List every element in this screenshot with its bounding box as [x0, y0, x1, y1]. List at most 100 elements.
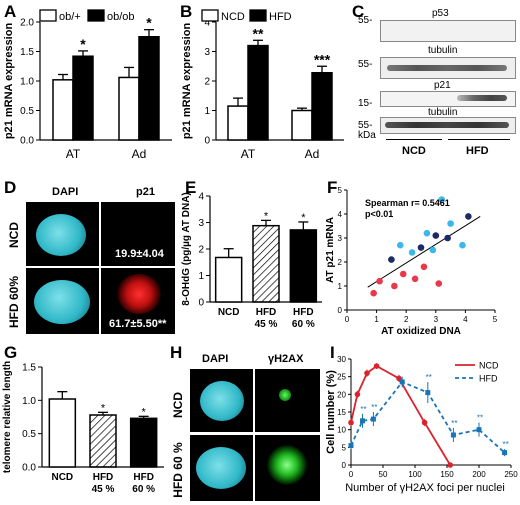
- b-legend-swatch: [201, 9, 219, 22]
- b-legend-label: HFD: [269, 11, 292, 23]
- g-category-label: HFD: [93, 472, 114, 483]
- a-significance: *: [80, 36, 86, 52]
- b-y-label: p21 mRNA expression: [181, 23, 193, 140]
- f-data-point: [411, 275, 419, 283]
- b-y-tick-label: 0: [204, 136, 210, 147]
- f-data-point: [399, 270, 407, 278]
- blot-group-ncd: NCD: [402, 145, 426, 157]
- chart-g-telomere: telomere relative length 0.0 0.5 1.0 1.5 NCD *…: [2, 361, 164, 495]
- i-marker-ncd: [373, 363, 380, 369]
- f-data-point: [370, 289, 377, 297]
- i-marker-ncd: [447, 462, 453, 468]
- i-x-label: Number of γH2AX foci per nuclei: [345, 482, 505, 494]
- i-significance: **: [360, 405, 366, 414]
- a-bar-obob-Ad: [138, 36, 160, 141]
- p21-signal-hfd: [117, 274, 161, 314]
- g-significance: *: [142, 406, 147, 418]
- i-significance: **: [502, 440, 508, 449]
- g-category-label: 60 %: [132, 484, 155, 495]
- micro-h-ncd-dapi: [190, 369, 253, 432]
- f-x-label: AT oxidized DNA: [381, 326, 461, 337]
- i-marker-hfd: [450, 432, 456, 438]
- e-y-tick-label: 2: [198, 245, 204, 256]
- b-category-label: AT: [241, 147, 256, 161]
- micro-h-row-hfd: HFD 60 %: [171, 442, 185, 498]
- i-legend-label: NCD: [479, 361, 499, 371]
- micro-d-header-p21: p21: [136, 186, 155, 198]
- f-y-tick-label: 1: [338, 282, 343, 291]
- f-data-point: [429, 246, 437, 254]
- a-significance: *: [146, 15, 152, 31]
- e-y-tick-label: 4: [198, 192, 204, 203]
- f-x-tick-label: 3: [434, 315, 439, 324]
- panel-label-c: C: [352, 2, 365, 21]
- chart-b-p21-hfd: p21 mRNA expression 0 1 2 3 4 ** AT *** Ad NCD HFD: [181, 9, 344, 161]
- g-y-tick-label: 0.5: [22, 429, 36, 440]
- nucleus-h-ncd: [200, 381, 244, 421]
- f-data-point: [444, 234, 451, 242]
- i-significance: **: [451, 419, 457, 428]
- f-annotation: Spearman r= 0.5461: [365, 198, 450, 208]
- blot-group-line-ncd: [386, 139, 442, 140]
- b-y-tick-label: 1: [204, 106, 210, 117]
- i-x-tick-label: 150: [440, 470, 454, 479]
- i-marker-hfd: [399, 379, 405, 385]
- blot-band-p21: [457, 95, 507, 101]
- panel-label-d: D: [4, 178, 17, 197]
- blot-label-tubulin-1: tubulin: [428, 45, 458, 56]
- a-category-label: Ad: [132, 147, 147, 161]
- panel-label-a: A: [4, 2, 17, 21]
- e-significance: *: [264, 210, 269, 222]
- b-significance: ***: [314, 51, 331, 67]
- i-y-tick-label: 10: [337, 426, 346, 435]
- f-data-point: [435, 280, 443, 287]
- f-data-point: [408, 249, 416, 256]
- nucleus-d-hfd: [34, 280, 90, 324]
- a-y-tick-label: 0.5: [20, 106, 34, 117]
- i-y-label: Cell number (%): [325, 370, 337, 454]
- g-y-label: telomere relative length: [2, 361, 13, 473]
- f-y-tick-label: 0: [338, 306, 343, 315]
- micro-h-header-dapi: DAPI: [202, 353, 229, 365]
- e-significance: *: [301, 212, 306, 224]
- f-regression-line: [367, 215, 481, 288]
- micro-d-row-hfd: HFD 60%: [7, 276, 21, 329]
- a-y-tick-label: 1.0: [20, 77, 34, 88]
- b-y-tick-label: 2: [204, 77, 210, 88]
- i-marker-ncd: [421, 419, 428, 426]
- a-legend-swatch: [39, 9, 57, 22]
- e-bar-2: [289, 229, 318, 303]
- i-x-tick-label: 200: [472, 470, 486, 479]
- a-category-label: AT: [66, 147, 81, 161]
- nucleus-h-hfd: [196, 447, 246, 489]
- micro-d-row-ncd: NCD: [7, 222, 21, 248]
- b-legend-swatch: [249, 9, 267, 22]
- i-y-tick-label: 25: [337, 373, 346, 382]
- b-y-tick-label: 4: [204, 18, 210, 29]
- nucleus-d-ncd: [36, 214, 86, 256]
- b-legend-label: NCD: [221, 11, 245, 23]
- f-data-point: [459, 241, 466, 249]
- e-category-label: HFD: [293, 307, 314, 318]
- i-significance: **: [371, 403, 377, 412]
- blot-label-tubulin-2: tubulin: [428, 107, 458, 118]
- f-data-point: [396, 241, 404, 249]
- blot-band-tubulin-1: [387, 65, 507, 71]
- micrograph-h: DAPI γH2AX NCD HFD 60 %: [168, 343, 325, 505]
- b-bar-HFD-Ad: [311, 71, 333, 141]
- g-category-label: HFD: [133, 472, 154, 483]
- blot-band-tubulin-2: [385, 122, 509, 128]
- blot-marker-1: 55-: [358, 15, 373, 26]
- f-y-tick-label: 5: [338, 186, 343, 195]
- chart-a-p21-ob: p21 mRNA expression 0.0 0.5 1.0 1.5 2.0 * AT * Ad…: [3, 9, 172, 161]
- i-x-tick-label: 50: [379, 470, 388, 479]
- i-y-tick-label: 0: [342, 461, 347, 470]
- micro-h-ncd-gh2ax: [255, 369, 320, 432]
- a-legend-swatch: [87, 9, 105, 22]
- e-y-tick-label: 1: [198, 271, 204, 282]
- f-data-point: [388, 256, 395, 263]
- a-y-tick-label: 0.0: [20, 136, 34, 147]
- blot-strip-p53: [380, 20, 516, 42]
- panel-label-e: E: [185, 178, 197, 197]
- panel-label-h: H: [170, 343, 183, 362]
